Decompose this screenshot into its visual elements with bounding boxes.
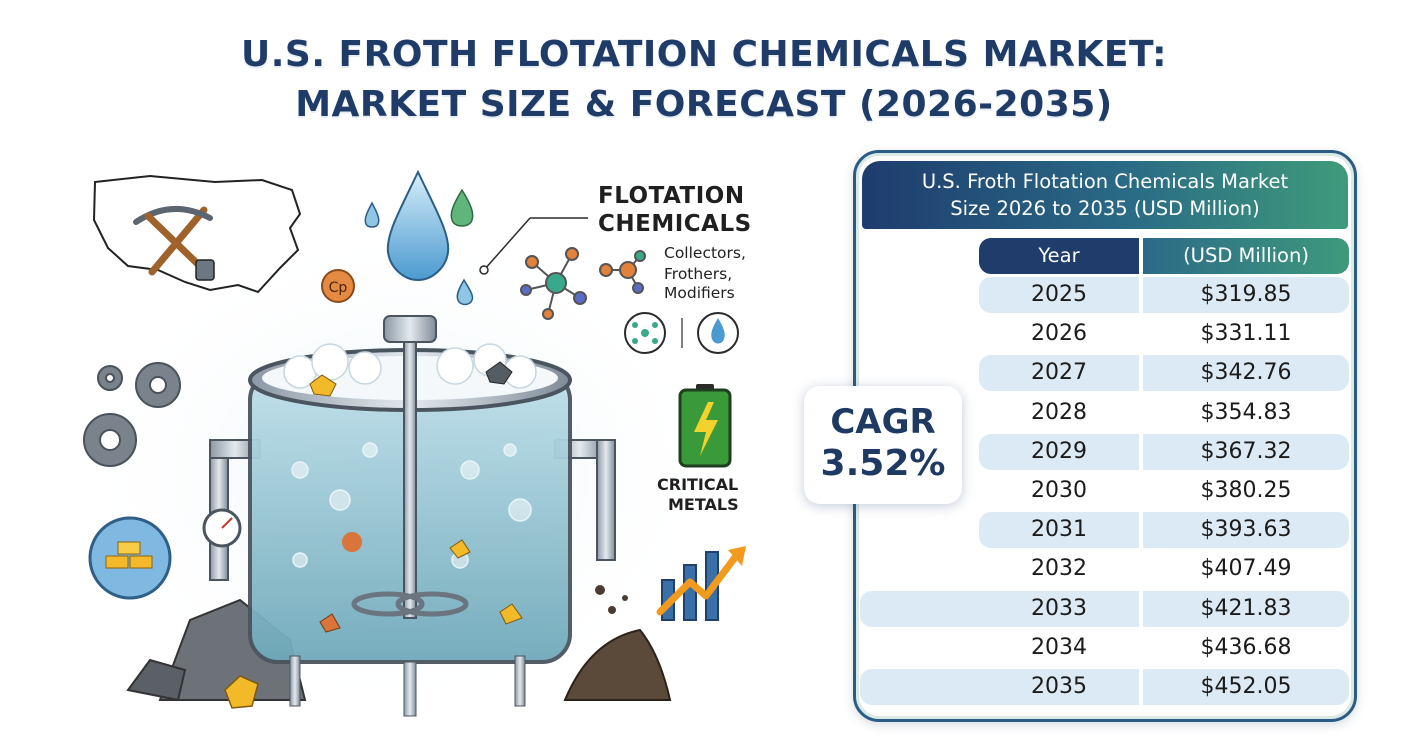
table-cell-year: 2028 [1031,399,1087,425]
cagr-label: CAGR [830,402,936,442]
sub-label-modifiers: Modifiers [664,284,735,302]
table-cell-year: 2032 [1031,556,1087,582]
table-row: 2028 $354.83 [979,395,1349,431]
table-cell-year: 2029 [1031,438,1087,464]
molecule-circle-icon [624,312,666,354]
cagr-value: 3.52% [820,443,946,484]
molecule-icon [520,247,646,320]
table-row: 2025 $319.85 [979,277,1349,313]
flotation-tank-illustration: Cp [70,169,746,720]
table-row: 2030 $380.25 [979,473,1349,509]
table-title-line-2: Size 2026 to 2035 (USD Million) [950,197,1260,220]
table-cell-value: $380.25 [1200,478,1292,503]
sub-label-collectors: Collectors, [664,244,746,262]
flotation-label-line-2: CHEMICALS [598,211,752,237]
table-cell-value: $354.83 [1200,399,1292,425]
page-title: U.S. FROTH FLOTATION CHEMICALS MARKET: M… [0,30,1408,130]
table-cell-value: $342.76 [1200,360,1292,386]
table-cell-value: $452.05 [1200,674,1292,699]
title-line-1: U.S. FROTH FLOTATION CHEMICALS MARKET: [241,34,1167,75]
table-cell-year: 2026 [1031,321,1087,347]
table-cell-value: $436.68 [1200,634,1292,660]
water-drops-icon [364,169,474,306]
gold-bars-badge-icon [88,516,172,600]
table-cell-year: 2035 [1031,674,1087,699]
table-title: U.S. Froth Flotation Chemicals Market Si… [862,161,1348,229]
critical-metals-line-1: CRITICAL [657,475,739,494]
critical-metals-line-2: METALS [668,495,739,514]
table-row: 2026 $331.11 [979,316,1349,352]
table-row: 2034 $436.68 [979,630,1349,666]
column-header-year: Year [979,238,1139,274]
cagr-badge: CAGR 3.52% [804,386,962,504]
table-cell-year: 2025 [1031,282,1087,307]
table-cell-value: $319.85 [1200,282,1292,307]
column-header-value: (USD Million) [1143,238,1349,274]
table-cell-value: $421.83 [1200,595,1292,621]
battery-icon [678,384,732,468]
table-row: 2035 $452.05 [860,669,1349,705]
droplet-circle-icon [697,312,739,354]
flotation-tank [202,315,616,717]
usa-map-icon [92,174,302,294]
title-line-2: MARKET SIZE & FORECAST (2026-2035) [295,84,1113,125]
table-cell-value: $407.49 [1200,556,1292,582]
table-row: 2033 $421.83 [860,590,1349,627]
flotation-label-line-1: FLOTATION [598,183,745,209]
gears-icon [83,362,181,467]
table-row: 2029 $367.32 [979,433,1349,470]
copper-badge-icon [321,269,355,303]
table-row: 2031 $393.63 [979,512,1349,549]
table-title-line-1: U.S. Froth Flotation Chemicals Market [921,170,1289,193]
table-cell-value: $367.32 [1200,438,1292,464]
table-row: 2027 $342.76 [979,355,1349,392]
table-cell-value: $393.63 [1200,517,1292,543]
ore-pile-icon [563,585,672,701]
table-row: 2032 $407.49 [979,551,1349,587]
growth-arrows-icon [656,546,746,621]
table-cell-year: 2031 [1031,517,1087,543]
table-cell-year: 2034 [1031,634,1087,660]
copper-symbol: Cp [329,280,348,296]
table-cell-year: 2033 [1031,595,1087,621]
table-cell-value: $331.11 [1200,321,1292,347]
table-cell-year: 2027 [1031,360,1087,386]
callout-line [483,217,531,271]
table-cell-year: 2030 [1031,478,1087,503]
sub-label-frothers: Frothers, [664,265,733,283]
